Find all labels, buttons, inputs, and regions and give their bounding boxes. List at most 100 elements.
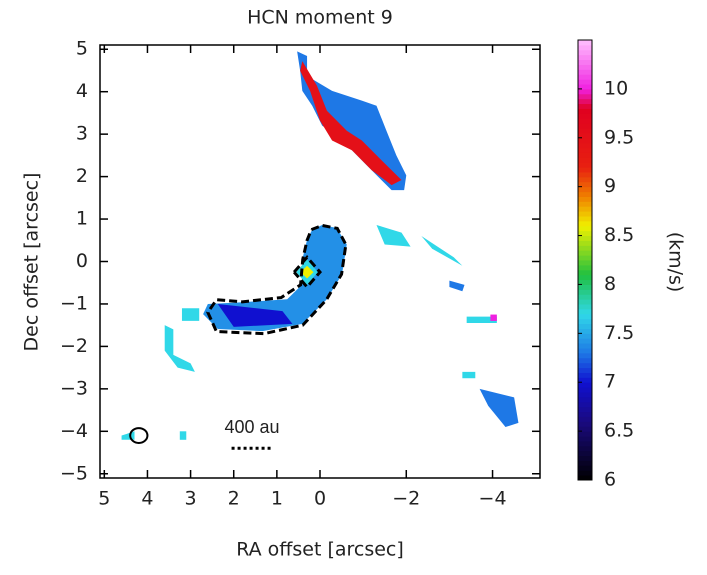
colorbar-segment (578, 348, 592, 353)
colorbar-segment (578, 128, 592, 133)
colorbar-segment (578, 240, 592, 245)
colorbar-segment (578, 333, 592, 338)
x-axis-label: RA offset [arcsec] (236, 539, 404, 561)
x-tick-label: 0 (314, 488, 326, 510)
colorbar-segment (578, 250, 592, 255)
colorbar-label: (km/s) (665, 232, 687, 293)
colorbar-segment (578, 294, 592, 299)
colorbar-segment (578, 431, 592, 436)
colorbar-segment (578, 162, 592, 167)
colorbar-segment (578, 275, 592, 280)
colorbar-segment (578, 113, 592, 118)
colorbar-segment (578, 324, 592, 329)
colorbar-segment (578, 368, 592, 373)
colorbar-segment (578, 245, 592, 250)
colorbar-segment (578, 353, 592, 358)
colorbar-segment (578, 270, 592, 275)
velocity-region (122, 431, 135, 439)
colorbar-segment (578, 104, 592, 109)
x-tick-label: 5 (98, 488, 110, 510)
colorbar-tick-label: 8 (604, 273, 616, 295)
y-tick-label: −3 (60, 377, 88, 399)
colorbar-segment (578, 99, 592, 104)
colorbar-segment (578, 118, 592, 123)
colorbar-segment (578, 304, 592, 309)
colorbar-segment (578, 192, 592, 197)
colorbar-segment (578, 69, 592, 74)
colorbar-segment (578, 465, 592, 470)
colorbar-segment (578, 167, 592, 172)
x-tick-label: −2 (392, 488, 420, 510)
colorbar-segment (578, 64, 592, 69)
y-tick-label: 5 (76, 38, 88, 60)
colorbar-tick-label: 8.5 (604, 224, 634, 246)
y-tick-label: −5 (60, 462, 88, 484)
colorbar-segment (578, 187, 592, 192)
colorbar-segment (578, 460, 592, 465)
colorbar-segment (578, 446, 592, 451)
colorbar-segment (578, 148, 592, 153)
y-tick-label: −1 (60, 292, 88, 314)
colorbar-segment (578, 45, 592, 50)
colorbar-segment (578, 196, 592, 201)
colorbar-segment (578, 372, 592, 377)
x-tick-label: 3 (185, 488, 197, 510)
colorbar-segment (578, 255, 592, 260)
chart-title: HCN moment 9 (247, 7, 393, 29)
x-tick-label: −4 (479, 488, 507, 510)
colorbar-segment (578, 387, 592, 392)
colorbar-segment (578, 421, 592, 426)
velocity-region (462, 372, 475, 378)
colorbar-segment (578, 40, 592, 45)
colorbar-segment (578, 138, 592, 143)
colorbar-segment (578, 314, 592, 319)
colorbar-segment (578, 55, 592, 60)
colorbar-segment (578, 50, 592, 55)
colorbar-segment (578, 402, 592, 407)
colorbar-segment (578, 211, 592, 216)
colorbar-tick-label: 10 (604, 77, 628, 99)
colorbar-tick-label: 9 (604, 175, 616, 197)
colorbar-segment (578, 236, 592, 241)
colorbar-segment (578, 338, 592, 343)
y-tick-label: 2 (76, 165, 88, 187)
colorbar-segment (578, 79, 592, 84)
colorbar-segment (578, 143, 592, 148)
colorbar-tick-label: 9.5 (604, 126, 634, 148)
velocity-region (421, 236, 462, 266)
colorbar-tick-label: 6.5 (604, 420, 634, 442)
y-tick-label: 3 (76, 123, 88, 145)
colorbar-segment (578, 89, 592, 94)
colorbar-tick-label: 7.5 (604, 322, 634, 344)
colorbar-tick-label: 7 (604, 371, 616, 393)
colorbar-segment (578, 226, 592, 231)
colorbar-segment (578, 289, 592, 294)
colorbar-segment (578, 470, 592, 475)
x-tick-label: 4 (141, 488, 153, 510)
colorbar-segment (578, 397, 592, 402)
x-tick-label: 2 (228, 488, 240, 510)
colorbar-segment (578, 216, 592, 221)
colorbar-segment (578, 221, 592, 226)
colorbar-segment (578, 177, 592, 182)
colorbar-segment (578, 157, 592, 162)
colorbar-segment (578, 451, 592, 456)
colorbar-segment (578, 260, 592, 265)
colorbar-segment (578, 265, 592, 270)
velocity-region (182, 308, 199, 321)
colorbar-segment (578, 319, 592, 324)
colorbar-segment (578, 363, 592, 368)
colorbar-segment (578, 416, 592, 421)
colorbar-segment (578, 412, 592, 417)
colorbar-segment (578, 108, 592, 113)
colorbar-segment (578, 441, 592, 446)
scale-bar-label: 400 au (225, 417, 280, 437)
colorbar-segment (578, 284, 592, 289)
colorbar-segment (578, 456, 592, 461)
colorbar-segment (578, 201, 592, 206)
colorbar-segment (578, 392, 592, 397)
colorbar-segment (578, 407, 592, 412)
colorbar-segment (578, 343, 592, 348)
colorbar-segment (578, 206, 592, 211)
colorbar-segment (578, 123, 592, 128)
